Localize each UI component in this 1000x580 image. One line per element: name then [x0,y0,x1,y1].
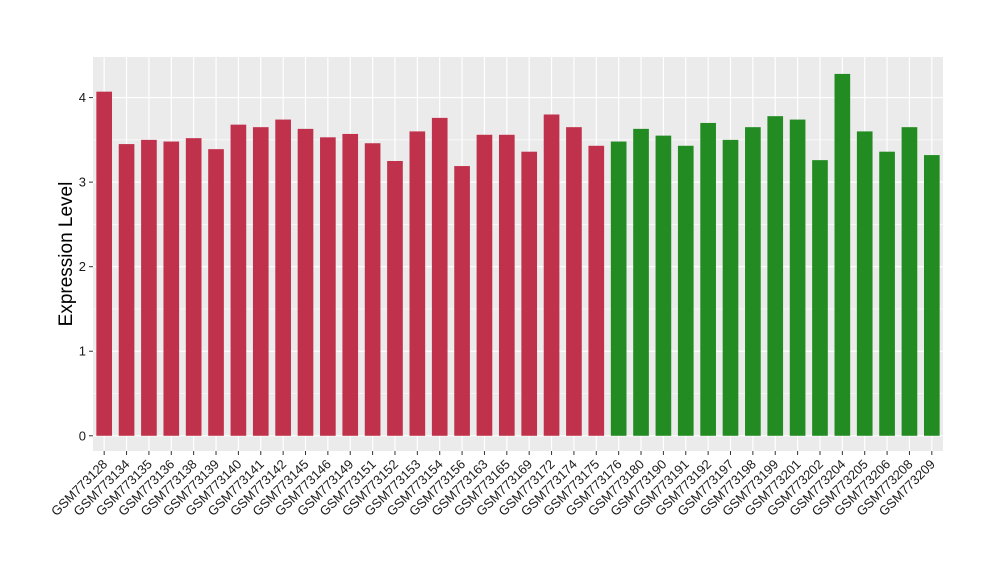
y-tick-label: 2 [79,259,86,274]
bar-GSM773149 [342,133,359,436]
bar-GSM773139 [208,149,224,436]
bars [96,73,940,436]
bar-GSM773180 [633,128,649,436]
bar-GSM773197 [722,139,739,436]
bar-GSM773175 [588,145,605,436]
bar-GSM773156 [454,166,470,436]
y-axis: 0 1 2 3 4 [79,90,93,443]
bar-GSM773190 [655,135,672,436]
bar-GSM773146 [320,137,336,436]
bar-GSM773142 [275,119,291,436]
bar-GSM773163 [476,134,493,436]
bar-GSM773201 [789,119,806,436]
bar-GSM773172 [543,114,560,436]
bar-GSM773176 [610,141,627,436]
bar-GSM773154 [431,117,448,436]
bar-GSM773140 [230,124,247,436]
bar-GSM773191 [677,145,694,436]
bar-GSM773134 [118,144,135,436]
y-tick-label: 1 [79,344,86,359]
bar-GSM773192 [700,122,716,436]
bar-GSM773165 [498,134,515,436]
bar-GSM773136 [163,141,180,436]
bar-GSM773205 [856,131,873,436]
bar-GSM773141 [252,127,269,436]
bar-GSM773138 [185,138,202,436]
y-tick-label: 0 [79,428,86,443]
bar-GSM773209 [923,155,940,436]
bar-GSM773202 [812,160,828,436]
bar-GSM773152 [387,160,403,436]
bar-GSM773135 [141,139,157,436]
bar-GSM773204 [834,73,851,436]
y-tick-label: 4 [79,90,86,105]
bar-GSM773128 [96,91,113,436]
y-axis-title: Expression Level [56,182,77,327]
bar-GSM773151 [364,143,381,436]
x-axis: GSM773128GSM773134GSM773135GSM773136GSM7… [48,451,938,519]
bar-GSM773206 [879,151,895,436]
bar-GSM773145 [297,128,314,436]
bar-GSM773198 [745,127,761,436]
bar-GSM773169 [521,151,538,436]
bar-GSM773208 [901,127,918,436]
y-tick-label: 3 [79,175,86,190]
bar-GSM773174 [566,127,582,436]
bar-GSM773153 [409,131,426,436]
bar-GSM773199 [767,116,784,436]
